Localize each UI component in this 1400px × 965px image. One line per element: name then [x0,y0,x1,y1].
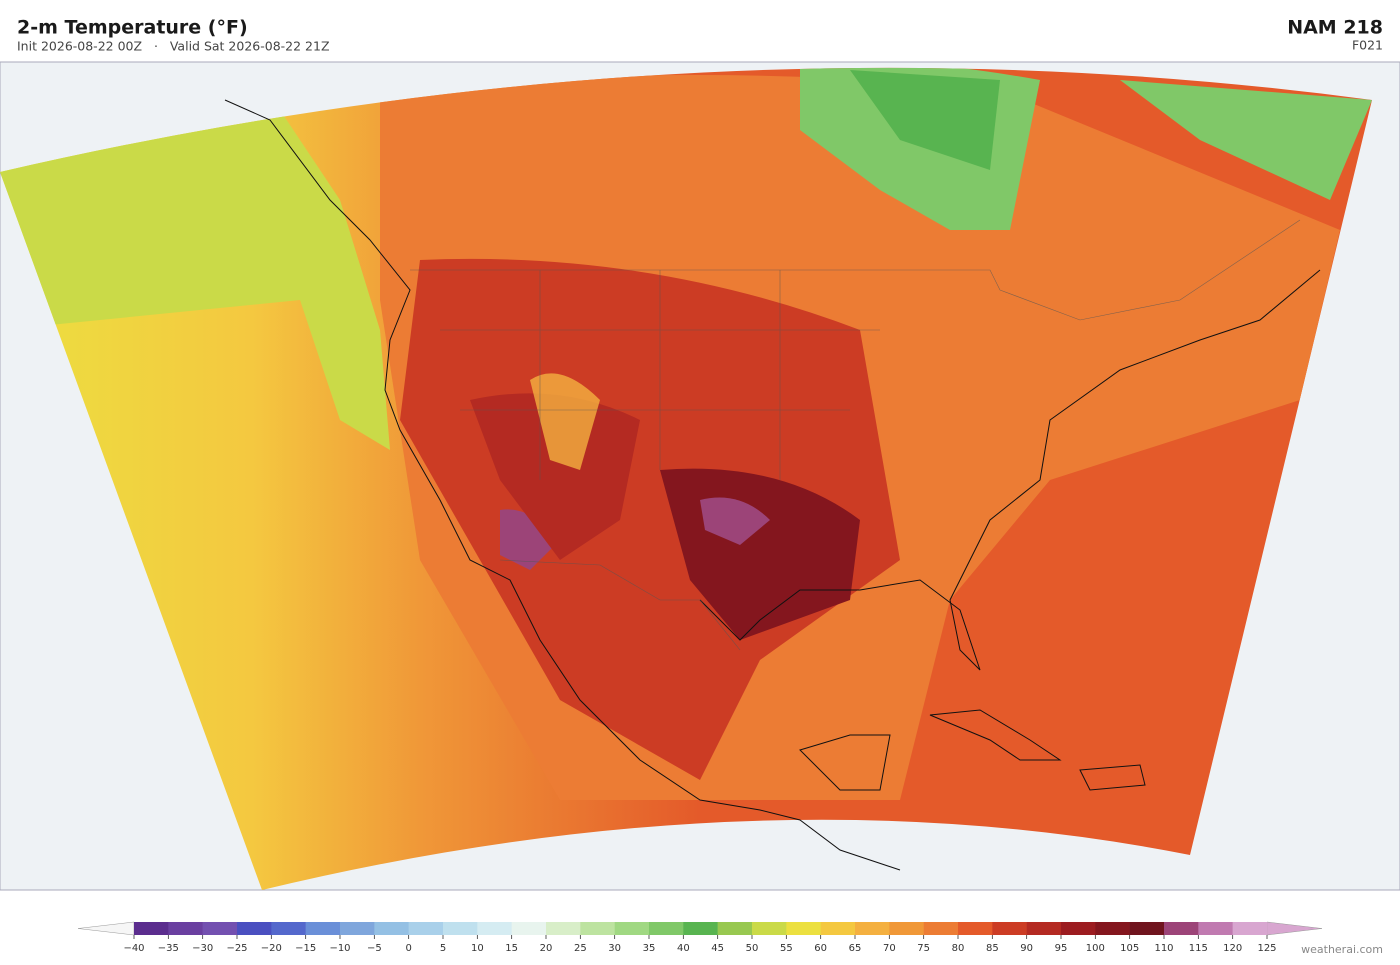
colorbar-tick-label: 5 [440,943,446,954]
colorbar-segment [683,922,718,935]
borders [410,219,1301,651]
colorbar-segment [752,922,787,935]
model-name: NAM 218 [1287,17,1383,39]
subtitle: Init 2026-08-22 00Z · Valid Sat 2026-08-… [17,39,330,54]
temperature-field [0,67,1372,890]
colorbar-segment [511,922,547,935]
colorbar-tick-label: 120 [1223,943,1242,954]
credit: weatherai.com [1301,943,1383,956]
colorbar-tick-label: 110 [1154,943,1173,954]
colorbar-tick-label: 0 [405,943,411,954]
colorbar-segment [340,922,375,935]
colorbar-segment [820,922,856,935]
colorbar-tick-label: 10 [471,943,484,954]
colorbar-tick-label: 50 [746,943,759,954]
colorbar-tick-label: 65 [849,943,862,954]
colorbar-segment [889,922,924,935]
colorbar-segment [1198,922,1233,935]
colorbar-segment [958,922,993,935]
title: 2-m Temperature (°F) [17,17,248,39]
colorbar-segment [923,922,959,935]
colorbar-tick-label: 70 [883,943,896,954]
colorbar-segment [374,922,409,935]
colorbar-segment [477,922,512,935]
colorbar-tick-label: 20 [540,943,553,954]
colorbar-segment [168,922,203,935]
colorbar-tick-label: 95 [1055,943,1068,954]
colorbar-over [1266,921,1323,936]
colorbar-segment [408,922,444,935]
colorbar-segment [202,922,238,935]
colorbar-tick-label: 45 [711,943,724,954]
coastlines [224,99,1321,871]
colorbar-segment [614,922,650,935]
colorbar-segment [237,922,272,935]
colorbar-segment [855,922,890,935]
colorbar-tick-label: 115 [1189,943,1208,954]
colorbar-tick-label: 40 [677,943,690,954]
colorbar-tick-label: 30 [608,943,621,954]
colorbar-tick-label: 90 [1020,943,1033,954]
colorbar: −40 −35 −30 −25 −20 −15 −10 −5 0 5 10 15 20 25 30 35 40 4… [77,921,1323,954]
colorbar-tick-label: 75 [917,943,930,954]
colorbar-tick-label: −10 [329,943,350,954]
colorbar-tick-label: −30 [192,943,213,954]
colorbar-segment [1061,922,1096,935]
colorbar-tick-label: 25 [574,943,587,954]
colorbar-tick-label: 85 [986,943,999,954]
colorbar-tick-label: 35 [643,943,656,954]
colorbar-tick-label: 105 [1120,943,1139,954]
colorbar-tick-label: 55 [780,943,793,954]
colorbar-segment [649,922,684,935]
colorbar-segment [546,922,581,935]
colorbar-tick-label: −15 [295,943,316,954]
colorbar-tick-label: 100 [1086,943,1105,954]
colorbar-segment [580,922,615,935]
colorbar-tick-label: −20 [261,943,282,954]
colorbar-under [77,921,135,936]
colorbar-segment [1232,922,1268,935]
colorbar-segment [1164,922,1199,935]
colorbar-tick-label: 125 [1257,943,1276,954]
colorbar-tick-label: −25 [226,943,247,954]
colorbar-segment [134,922,169,935]
colorbar-segment [1026,922,1062,935]
colorbar-segment [786,922,821,935]
colorbar-tick-label: 60 [814,943,827,954]
colorbar-segment [992,922,1027,935]
colorbar-segment [1129,922,1165,935]
colorbar-tick-label: 15 [505,943,518,954]
colorbar-segment [1095,922,1130,935]
colorbar-segment [271,922,306,935]
colorbar-segment [717,922,753,935]
colorbar-tick-label: −5 [367,943,382,954]
colorbar-segment [305,922,341,935]
colorbar-tick-label: 80 [952,943,965,954]
colorbar-segment [443,922,478,935]
colorbar-tick-label: −40 [123,943,144,954]
forecast-hour: F021 [1352,38,1383,53]
colorbar-tick-label: −35 [158,943,179,954]
